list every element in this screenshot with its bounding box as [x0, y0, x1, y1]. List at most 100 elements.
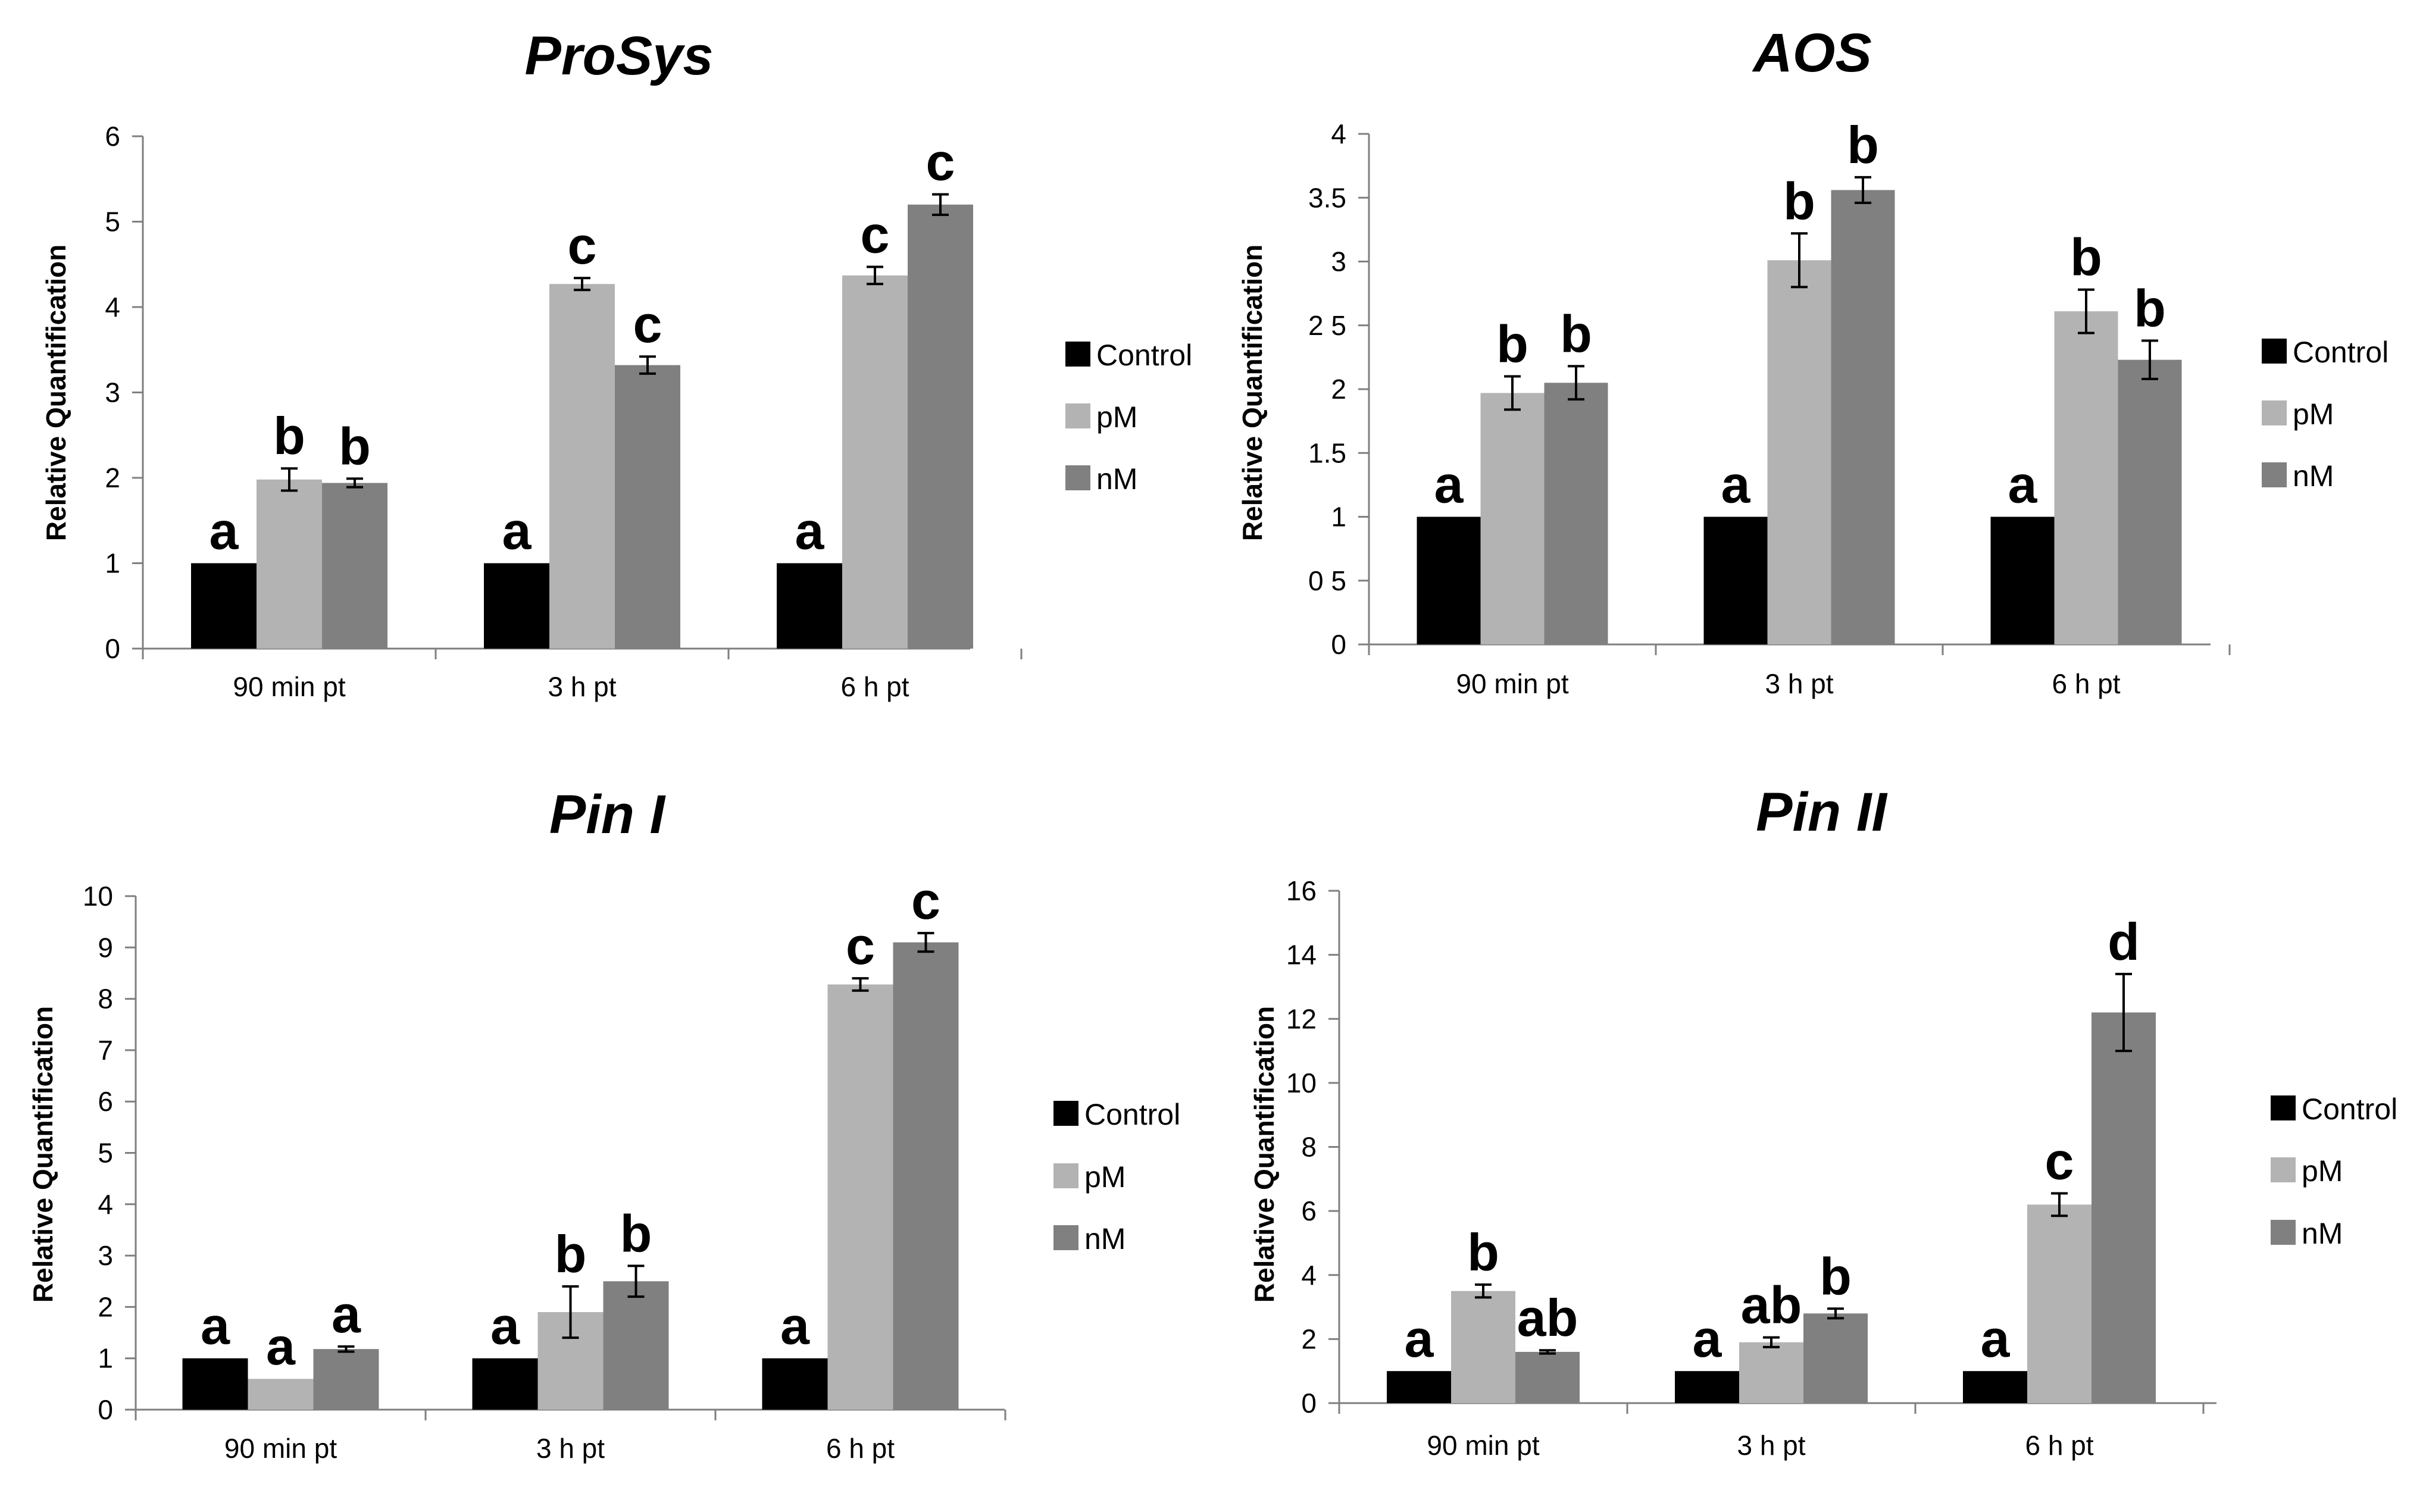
bar-nm-3: [2092, 1012, 2156, 1403]
x-category-label: 3 h pt: [1765, 668, 1833, 699]
legend-label-control: Control: [2302, 1092, 2397, 1126]
x-category-label: 90 min pt: [1427, 1430, 1539, 1461]
y-tick-label: 2: [1331, 374, 1346, 405]
legend-label-pm: pM: [1084, 1160, 1126, 1194]
y-tick-label: 3: [98, 1240, 113, 1271]
bar-control-3: [762, 1358, 828, 1410]
significance-letter: c: [568, 216, 597, 275]
significance-letter: a: [1981, 1309, 2011, 1368]
y-axis-label: Relative Quantification: [27, 1006, 58, 1303]
legend-swatch-pm: [2271, 1157, 2296, 1182]
chart-title: Pin I: [549, 784, 667, 845]
y-axis-label: Relative Quantification: [40, 245, 71, 541]
significance-letter: a: [201, 1297, 230, 1356]
significance-letter: c: [633, 295, 662, 353]
legend-swatch-pm: [2262, 400, 2287, 425]
y-tick-label: 0: [98, 1394, 113, 1425]
y-tick-label: 2 5: [1308, 310, 1346, 341]
bar-pm-2: [1767, 260, 1831, 645]
significance-letter: b: [1783, 171, 1815, 230]
legend-swatch-nm: [1053, 1225, 1078, 1250]
y-tick-label: 9: [98, 932, 113, 963]
bar-nm-3: [908, 204, 973, 649]
legend-swatch-control: [2271, 1095, 2296, 1120]
y-tick-label: 10: [83, 881, 113, 912]
y-tick-label: 2: [1301, 1323, 1317, 1354]
y-tick-label: 4: [98, 1189, 113, 1220]
significance-letter: c: [911, 871, 940, 930]
x-category-label: 90 min pt: [233, 671, 345, 702]
bar-control-1: [191, 563, 257, 649]
y-tick-label: 3.5: [1308, 182, 1346, 213]
legend-label-pm: pM: [2302, 1154, 2343, 1188]
significance-letter: ab: [1517, 1288, 1578, 1347]
y-tick-label: 10: [1286, 1068, 1317, 1098]
significance-letter: a: [266, 1317, 296, 1376]
significance-letter: b: [1847, 115, 1879, 174]
legend-swatch-nm: [2262, 462, 2287, 487]
bar-control-1: [1417, 516, 1481, 644]
chart-title: Pin II: [1756, 782, 1888, 843]
legend-swatch-nm: [2271, 1220, 2296, 1245]
y-tick-label: 3: [1331, 246, 1346, 277]
y-tick-label: 0: [1301, 1388, 1317, 1419]
chart-panel-aos: AOS Relative Quantification 0 0 5 1 1.5 2 2 5 3 3…: [1237, 23, 2389, 699]
legend-label-nm: nM: [2293, 459, 2334, 493]
significance-letter: c: [846, 916, 875, 975]
significance-letter: b: [620, 1204, 652, 1263]
y-tick-label: 4: [1301, 1260, 1317, 1291]
y-tick-label: 1: [1331, 502, 1346, 533]
legend-label-nm: nM: [1084, 1222, 1126, 1256]
legend-label-pm: pM: [1096, 400, 1137, 434]
y-tick-label: 12: [1286, 1003, 1317, 1034]
bar-nm-1: [1544, 383, 1608, 644]
x-category-label: 3 h pt: [548, 671, 616, 702]
significance-letter: a: [332, 1285, 361, 1344]
chart-panel-pin-ii: Pin II Relative Quantification 0 2 4 6 8 10 12 14…: [1249, 782, 2397, 1461]
significance-letter: b: [2070, 228, 2102, 287]
x-category-label: 3 h pt: [1737, 1430, 1805, 1461]
y-tick-label: 1: [105, 548, 120, 579]
y-tick-label: 2: [105, 462, 120, 493]
bar-pm-2: [549, 284, 615, 649]
bar-nm-2: [615, 365, 680, 649]
bar-control-2: [472, 1358, 538, 1410]
bar-control-2: [484, 563, 549, 649]
legend-label-nm: nM: [1096, 462, 1137, 496]
bar-pm-3: [842, 275, 908, 649]
bar-pm-1: [257, 479, 322, 649]
legend-label-control: Control: [2293, 336, 2389, 369]
significance-letter: a: [210, 502, 239, 561]
legend-label-control: Control: [1084, 1098, 1180, 1131]
bar-nm-2: [1831, 190, 1895, 644]
y-tick-label: 7: [98, 1035, 113, 1066]
y-tick-label: 0: [105, 633, 120, 664]
y-tick-label: 4: [105, 292, 120, 323]
significance-letter: b: [339, 417, 371, 475]
significance-letter: a: [490, 1297, 520, 1356]
significance-letter: b: [555, 1225, 587, 1284]
y-tick-label: 2: [98, 1291, 113, 1322]
bar-control-2: [1675, 1371, 1739, 1403]
bar-nm-3: [893, 942, 959, 1410]
y-axis-label: Relative Quantification: [1249, 1006, 1280, 1303]
bar-nm-1: [1515, 1351, 1580, 1403]
legend-swatch-nm: [1065, 465, 1090, 490]
chart-panel-prosys: ProSys Relative Quantification 0 1 2 3 4 5 6 90 m…: [40, 26, 1192, 702]
legend-label-control: Control: [1096, 339, 1192, 372]
significance-letter: c: [861, 205, 890, 264]
x-category-label: 6 h pt: [2052, 668, 2120, 699]
significance-letter: b: [1496, 315, 1528, 374]
legend-label-pm: pM: [2293, 397, 2334, 431]
significance-letter: a: [780, 1297, 810, 1356]
y-tick-label: 6: [1301, 1195, 1317, 1226]
bar-pm-3: [2027, 1204, 2092, 1403]
y-tick-label: 6: [98, 1086, 113, 1117]
bar-pm-2: [1739, 1342, 1803, 1403]
y-tick-label: 8: [1301, 1132, 1317, 1163]
significance-letter: a: [795, 502, 825, 561]
significance-letter: c: [926, 133, 955, 192]
significance-letter: a: [1434, 455, 1464, 514]
significance-letter: a: [1721, 455, 1751, 514]
